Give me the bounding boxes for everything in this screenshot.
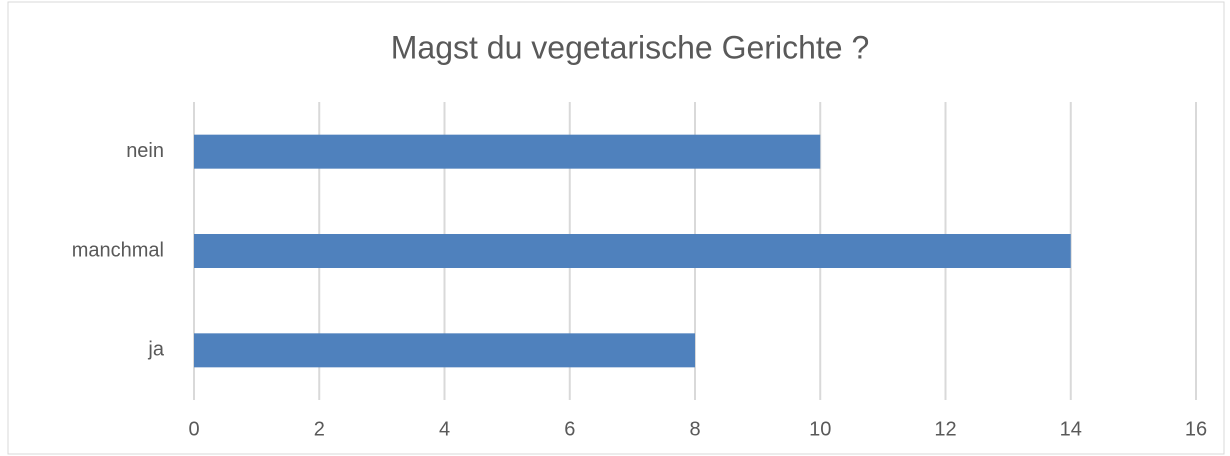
chart-title: Magst du vegetarische Gerichte ? bbox=[391, 29, 869, 65]
bar bbox=[194, 234, 1071, 268]
x-tick-label: 8 bbox=[689, 418, 700, 440]
x-tick-label: 12 bbox=[934, 418, 956, 440]
chart-frame bbox=[7, 1, 1225, 455]
x-tick-label: 4 bbox=[439, 418, 450, 440]
x-tick-label: 14 bbox=[1060, 418, 1082, 440]
x-tick-label: 16 bbox=[1185, 418, 1207, 440]
y-tick-label: manchmal bbox=[72, 239, 164, 261]
y-tick-label: ja bbox=[147, 339, 164, 361]
x-tick-label: 2 bbox=[314, 418, 325, 440]
x-tick-label: 0 bbox=[188, 418, 199, 440]
bar bbox=[194, 134, 821, 169]
x-tick-label: 6 bbox=[564, 418, 575, 440]
y-tick-label: nein bbox=[126, 140, 164, 162]
x-tick-label: 10 bbox=[809, 418, 831, 440]
bar bbox=[194, 333, 695, 368]
